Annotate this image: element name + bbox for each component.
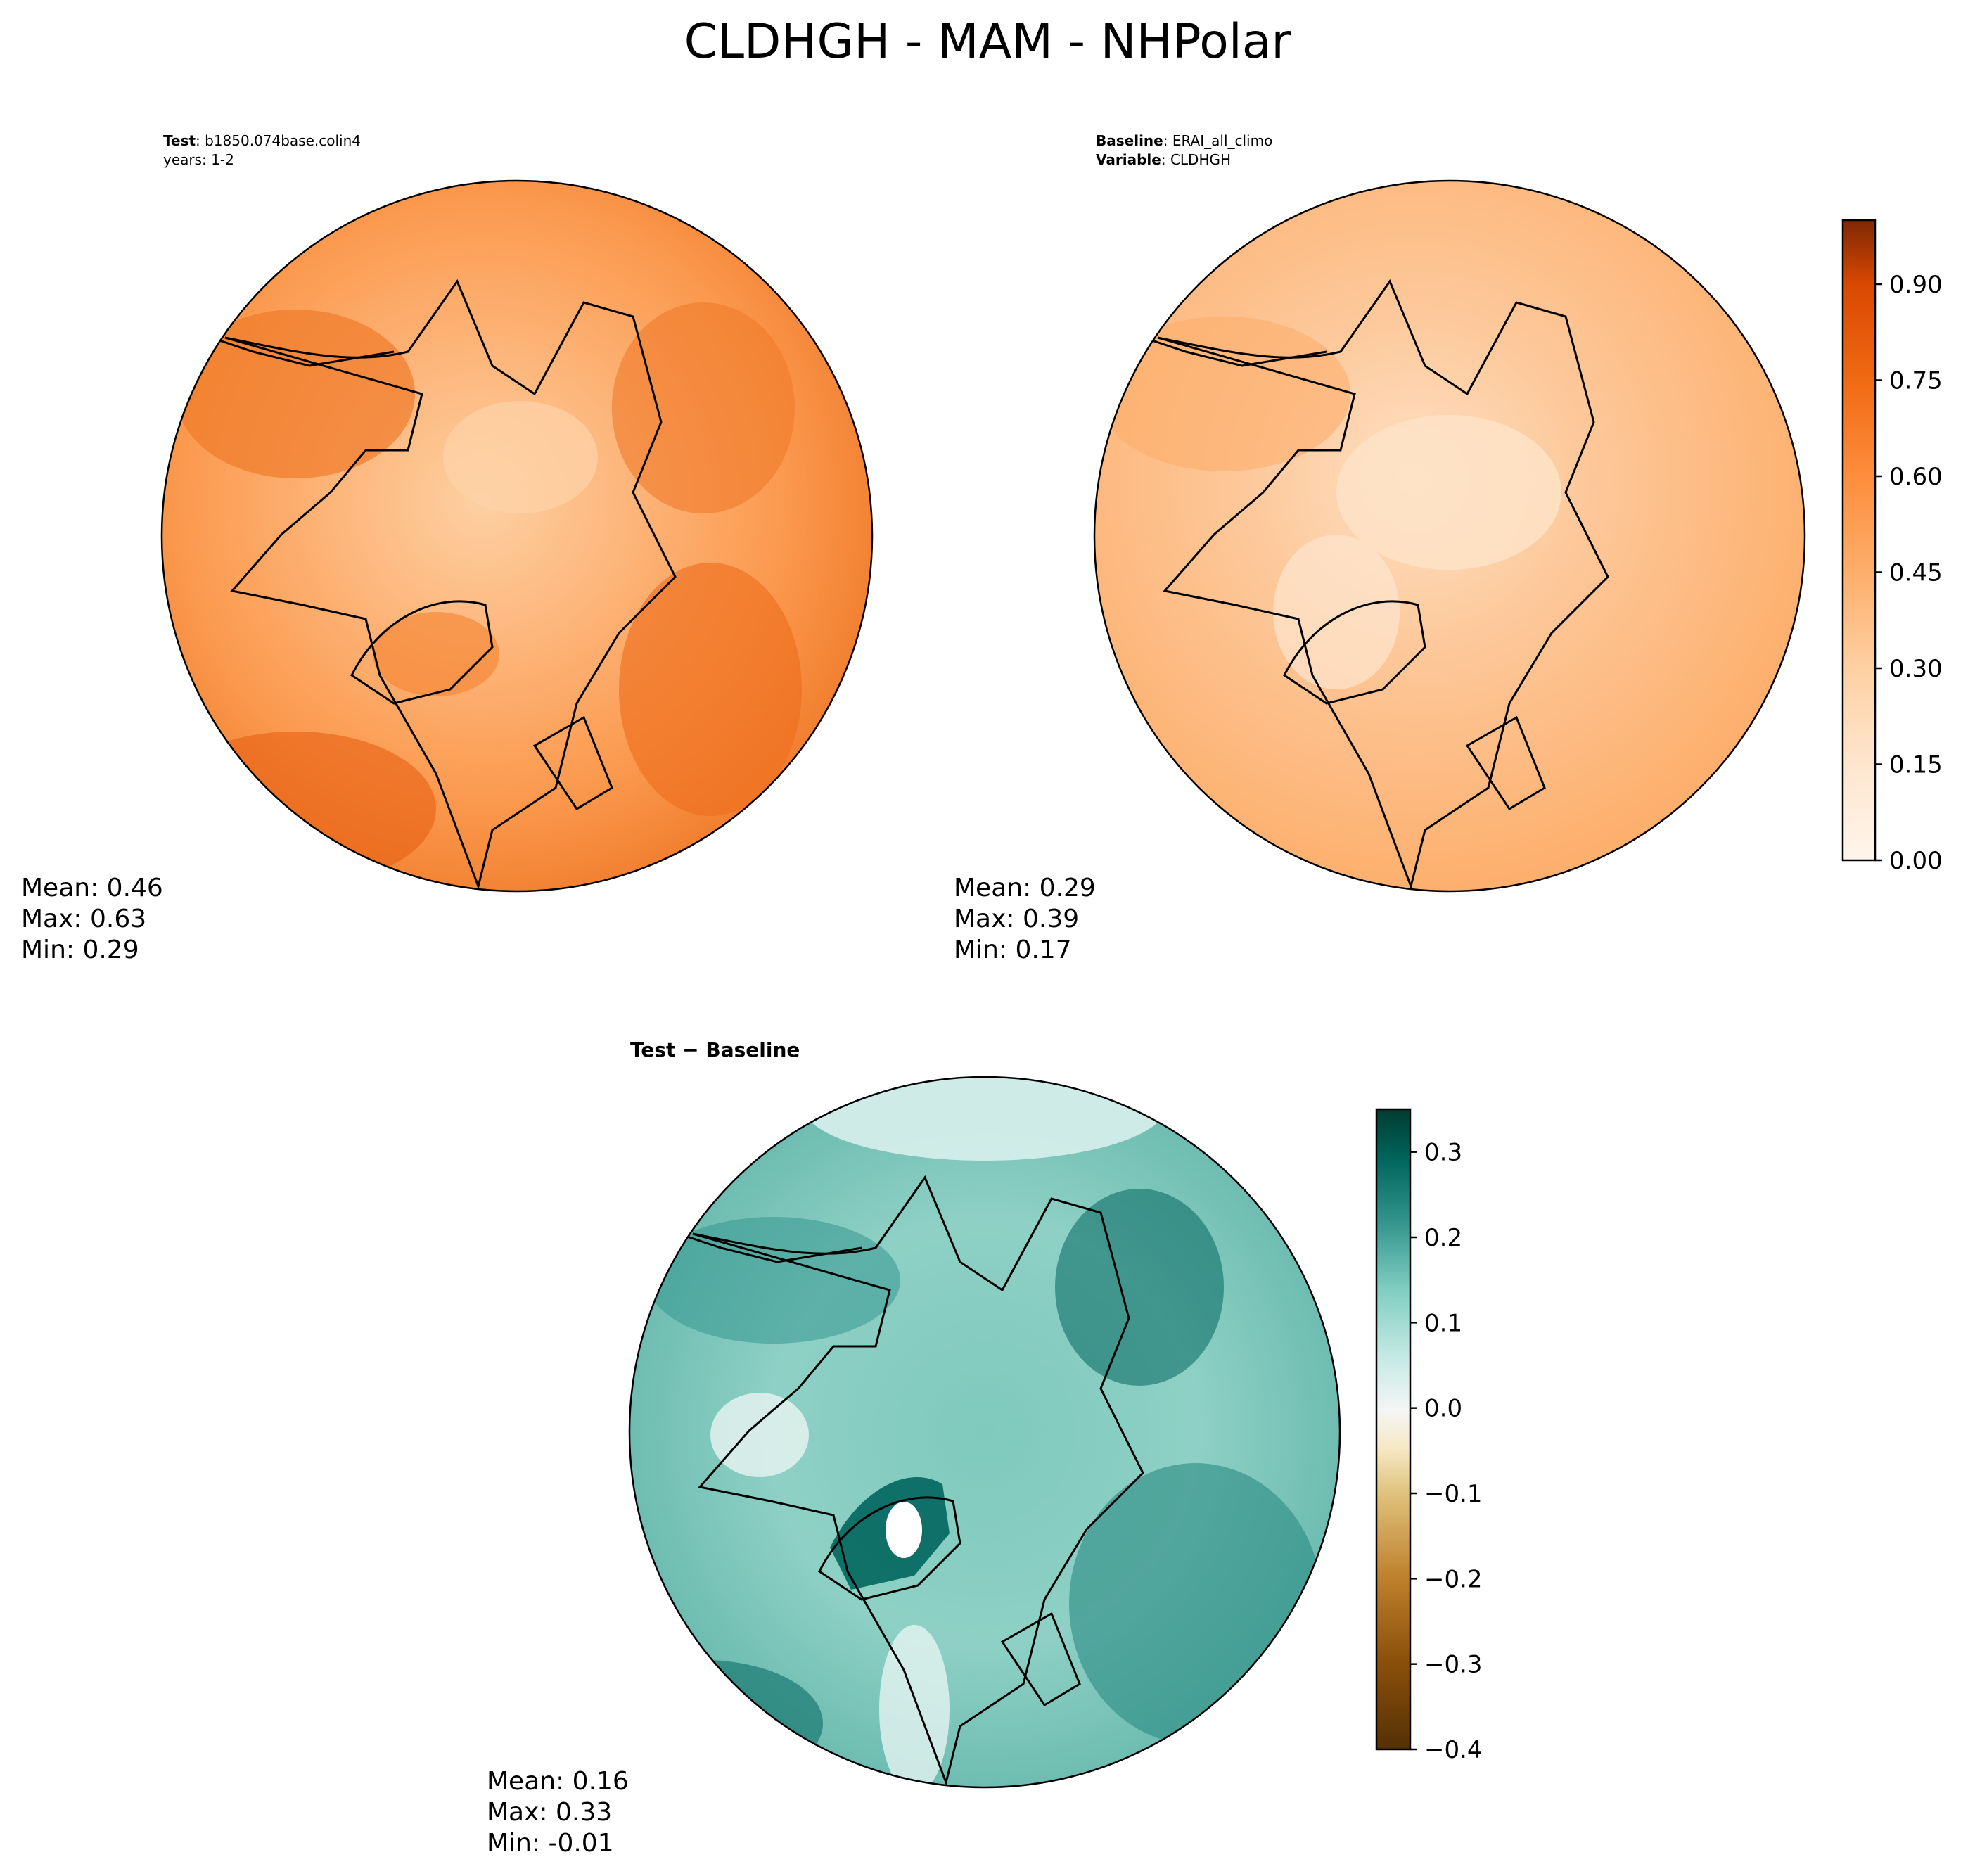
colorbar-diff-tick-label: −0.4 — [1424, 1736, 1483, 1764]
diff-coastline — [692, 1175, 1144, 1787]
colorbar-top-gradient — [1841, 219, 1877, 862]
diff-min: Min: -0.01 — [487, 1829, 614, 1858]
colorbar-diff-tick-label: −0.2 — [1424, 1565, 1483, 1593]
colorbar-top-tick-label: 0.15 — [1889, 751, 1943, 779]
diff-map — [629, 1077, 1340, 1787]
colorbar-diff-tick-label: 0.3 — [1424, 1139, 1462, 1167]
diff-max: Max: 0.33 — [487, 1798, 612, 1827]
test-min: Min: 0.29 — [21, 936, 139, 964]
test-header-value: : b1850.074base.colin4 — [196, 132, 361, 149]
colorbar-diff: −0.4 −0.3 −0.2 −0.1 0.0 0.1 0.2 0.3 — [1375, 1108, 1483, 1764]
colorbar-top-tick-label: 0.45 — [1889, 559, 1943, 587]
test-header-label: Test — [163, 132, 196, 149]
diff-mean: Mean: 0.16 — [487, 1767, 629, 1796]
baseline-variable: Variable: CLDHGH — [1096, 151, 1231, 168]
diff-header: Test − Baseline — [630, 1038, 800, 1061]
diff-map-boundary — [628, 1076, 1341, 1789]
colorbar-diff-tick-label: 0.2 — [1424, 1224, 1462, 1252]
colorbar-diff-tick-label: −0.3 — [1424, 1651, 1483, 1679]
colorbar-top-tick-label: 0.60 — [1889, 463, 1943, 491]
baseline-header-value: : ERAI_all_climo — [1163, 132, 1273, 149]
baseline-header-label: Baseline — [1096, 132, 1163, 149]
test-header: Test: b1850.074base.colin4 — [163, 132, 361, 149]
colorbar-diff-gradient — [1375, 1108, 1412, 1751]
colorbar-diff-tick-label: 0.0 — [1424, 1395, 1462, 1423]
baseline-header: Baseline: ERAI_all_climo — [1096, 132, 1272, 149]
figure-title: CLDHGH - MAM - NHPolar — [684, 14, 1291, 70]
colorbar-top-tick-label: 0.30 — [1889, 655, 1943, 683]
colorbar-top-tick-label: 0.00 — [1889, 847, 1943, 875]
baseline-mean: Mean: 0.29 — [954, 874, 1096, 902]
baseline-max: Max: 0.39 — [954, 905, 1079, 933]
test-map — [162, 181, 872, 891]
test-mean: Mean: 0.46 — [21, 874, 163, 902]
baseline-min: Min: 0.17 — [954, 936, 1072, 964]
colorbar-top-tick-label: 0.75 — [1889, 367, 1943, 395]
panel-diff: Test − Baseline Mean: 0.16 Max: 0.33 Min… — [487, 1038, 1341, 1858]
test-header-years: years: 1-2 — [163, 151, 234, 168]
baseline-variable-value: : CLDHGH — [1161, 151, 1231, 168]
baseline-variable-label: Variable — [1096, 151, 1161, 168]
colorbar-diff-tick-label: 0.1 — [1424, 1309, 1462, 1337]
colorbar-top: 0.00 0.15 0.30 0.45 0.60 0.75 0.90 — [1841, 219, 1943, 875]
baseline-coastline — [1157, 279, 1609, 891]
panel-test: Test: b1850.074base.colin4 years: 1-2 Me… — [21, 132, 874, 964]
test-coastline — [224, 279, 677, 891]
colorbar-top-tick-label: 0.90 — [1889, 271, 1943, 299]
colorbar-diff-ticks: −0.4 −0.3 −0.2 −0.1 0.0 0.1 0.2 0.3 — [1410, 1139, 1483, 1764]
test-max: Max: 0.63 — [21, 905, 146, 933]
panel-baseline: Baseline: ERAI_all_climo Variable: CLDHG… — [954, 132, 1806, 964]
baseline-map — [1094, 181, 1805, 891]
colorbar-top-ticks: 0.00 0.15 0.30 0.45 0.60 0.75 0.90 — [1875, 271, 1943, 875]
test-map-boundary — [160, 179, 874, 893]
baseline-map-boundary — [1093, 179, 1806, 893]
colorbar-diff-tick-label: −0.1 — [1424, 1480, 1483, 1508]
